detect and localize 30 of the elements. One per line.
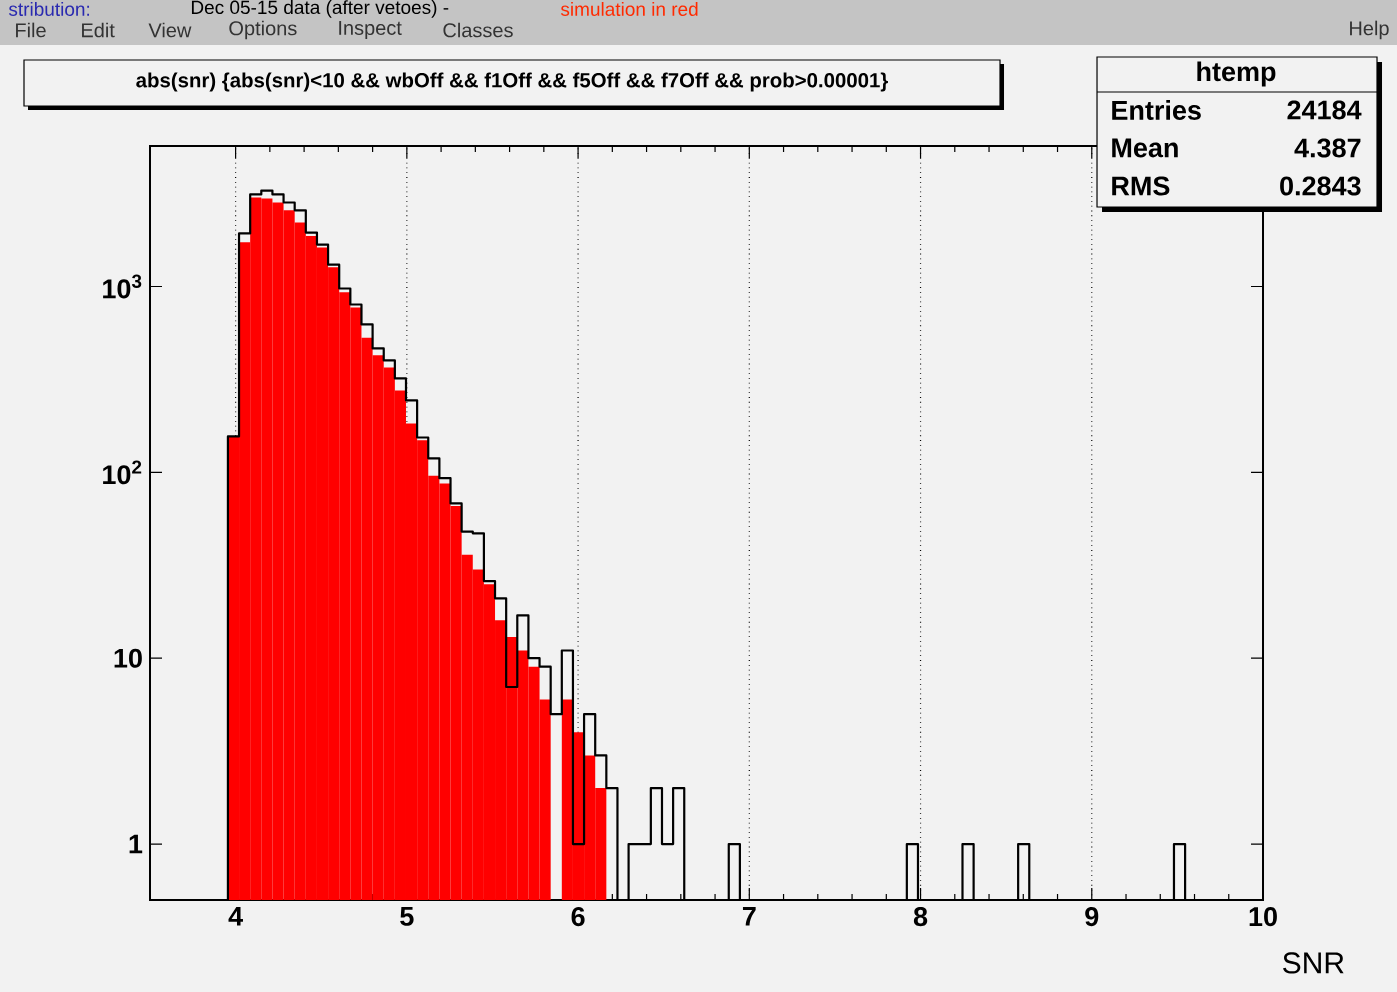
x-tick-label: 4 [228,907,243,926]
text: simulation in red [560,2,698,16]
text: htemp [1197,61,1276,87]
y-tick-label: 1 [129,834,143,854]
text: Inspect [339,21,402,39]
x-tick-label: 9 [1085,907,1099,927]
x-tick-label: 6 [571,907,585,927]
text: File [16,22,46,38]
text: View [148,22,192,38]
text: 24184 [1287,100,1362,120]
text: Entries [1112,100,1201,120]
y-tick-label: 10$^{2}$ [103,460,142,485]
text: Dec 05-15 data (after vetoes) - [191,0,449,18]
y-tick-label: 10 [114,648,142,668]
annotation: Mean [1112,138,1178,158]
chart-title: abs(snr) {abs(snr)<10 && wbOff && f1Off && f5Off && f7Off && prob>0.00001} [136,72,888,92]
y-tick-label: 10$^{3}$ [103,274,142,299]
x-tick-label: 7 [742,907,756,926]
text: stribution: [8,2,90,16]
x-tick-label: 10 [1249,907,1277,927]
text: Help [1350,20,1389,40]
text: 4.387 [1294,138,1361,158]
text: Edit [82,22,115,38]
x-tick-label: 8 [913,907,928,927]
x-tick-label: 5 [400,907,414,926]
text: Classes [443,22,513,38]
annotation: RMS [1112,176,1170,196]
text: Options [229,20,297,40]
text: 0.2843 [1280,176,1361,196]
x-axis-title: SNR [1283,952,1344,974]
